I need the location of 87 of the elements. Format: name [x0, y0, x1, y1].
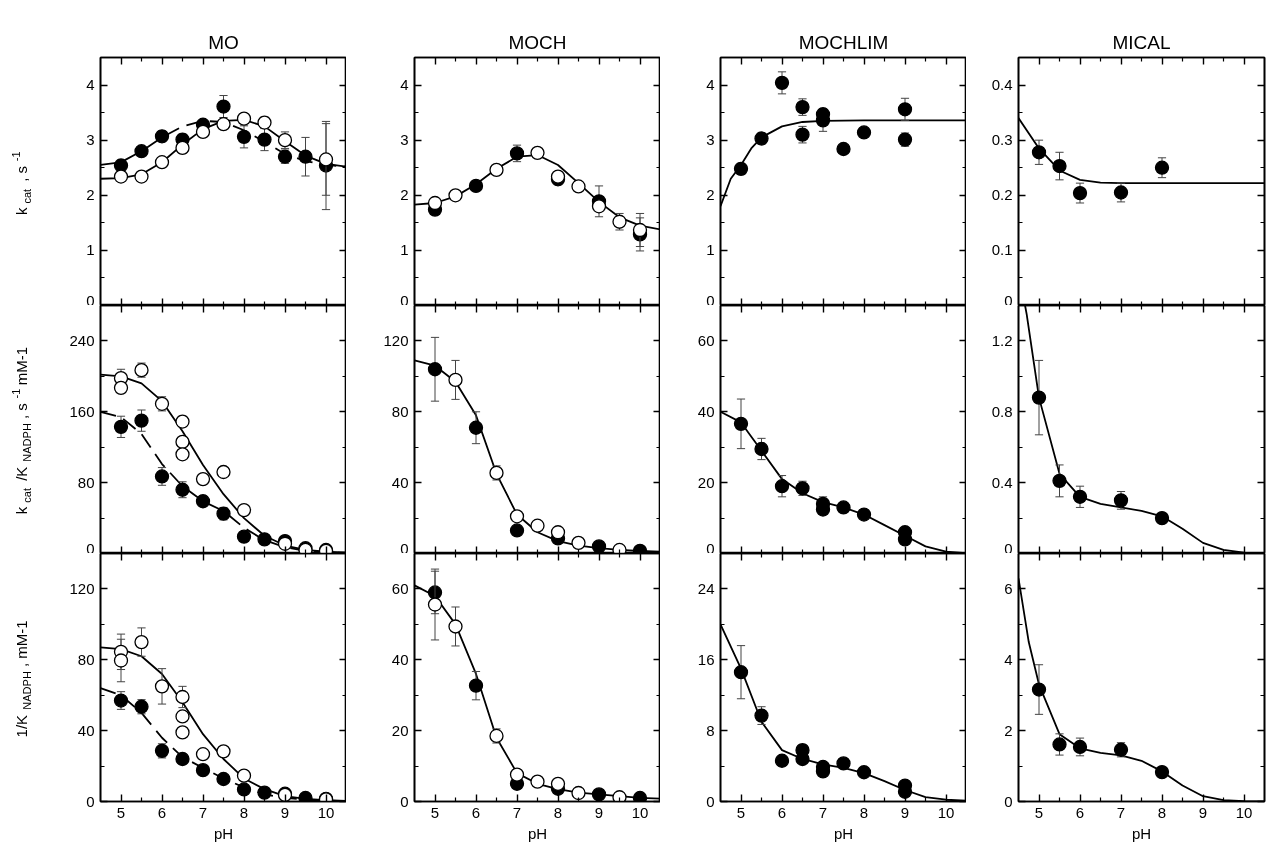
y-tick-label: 0.3	[991, 131, 1013, 149]
y-tick-label: 60	[697, 331, 715, 349]
y-tick-label: 0	[706, 539, 715, 557]
x-tick-label: 7	[198, 803, 208, 821]
y-tick-label: 2	[86, 186, 95, 204]
y-tick-label: 2	[706, 186, 715, 204]
y-tick-label: 4	[400, 76, 409, 94]
y-tick-label: 0	[1004, 792, 1013, 810]
x-tick-label: 6	[777, 803, 787, 821]
y-tick-label: 16	[697, 650, 715, 668]
x-tick-label: 6	[1075, 803, 1085, 821]
x-axis-title: pH	[1131, 824, 1152, 842]
x-tick-label: 7	[1116, 803, 1126, 821]
x-tick-label: 5	[736, 803, 746, 821]
y-tick-label: 20	[697, 473, 715, 491]
y-tick-label: 0.1	[991, 241, 1013, 259]
x-tick-label: 9	[1198, 803, 1208, 821]
x-tick-label: 8	[1157, 803, 1167, 821]
x-axis-title: pH	[833, 824, 854, 842]
x-tick-label: 9	[900, 803, 910, 821]
y-tick-label: 20	[391, 721, 409, 739]
y-tick-label: 3	[706, 131, 715, 149]
y-tick-label: 0	[1004, 539, 1013, 557]
x-tick-label: 6	[157, 803, 167, 821]
y-tick-label: 4	[86, 76, 95, 94]
y-tick-label: 8	[706, 721, 715, 739]
y-tick-label: 0	[400, 291, 409, 309]
x-tick-label: 10	[1235, 803, 1253, 821]
y-tick-label: 0	[400, 792, 409, 810]
x-tick-label: 5	[430, 803, 440, 821]
chart-title: MOCHLIM	[798, 31, 889, 53]
y-tick-label: 80	[77, 473, 95, 491]
y-tick-label: 0.8	[991, 402, 1013, 420]
x-tick-label: 5	[1034, 803, 1044, 821]
y-axis-title: kcat, s-1	[9, 151, 33, 216]
x-axis-title: pH	[213, 824, 234, 842]
y-tick-label: 0.4	[991, 473, 1013, 491]
y-tick-label: 1.2	[991, 331, 1013, 349]
x-tick-label: 5	[116, 803, 126, 821]
y-tick-label: 40	[697, 402, 715, 420]
x-tick-label: 9	[280, 803, 290, 821]
chart-title: MOCH	[508, 31, 567, 53]
y-tick-label: 0	[706, 291, 715, 309]
x-tick-label: 7	[512, 803, 522, 821]
y-tick-label: 2	[1004, 721, 1013, 739]
chart-title: MICAL	[1112, 31, 1171, 53]
y-tick-label: 0	[400, 539, 409, 557]
chart-title: MO	[208, 31, 239, 53]
y-tick-label: 1	[400, 241, 409, 259]
y-tick-label: 40	[391, 473, 409, 491]
y-axis-title: kcat/KNADPH, s-1mM-1	[9, 346, 33, 515]
y-tick-label: 3	[86, 131, 95, 149]
y-axis-title: 1/KNADPH, mM-1	[13, 620, 33, 738]
y-tick-label: 80	[391, 402, 409, 420]
y-tick-label: 6	[1004, 579, 1013, 597]
y-tick-label: 4	[1004, 650, 1013, 668]
y-tick-label: 120	[383, 331, 409, 349]
x-tick-label: 8	[553, 803, 563, 821]
y-tick-label: 2	[400, 186, 409, 204]
y-tick-label: 24	[697, 579, 715, 597]
x-tick-label: 6	[471, 803, 481, 821]
x-tick-label: 9	[594, 803, 604, 821]
y-tick-label: 3	[400, 131, 409, 149]
y-tick-label: 240	[69, 331, 95, 349]
y-tick-label: 0	[86, 291, 95, 309]
y-tick-label: 0.2	[991, 186, 1013, 204]
y-tick-label: 80	[77, 650, 95, 668]
y-tick-label: 120	[69, 579, 95, 597]
x-tick-label: 10	[631, 803, 649, 821]
y-tick-label: 0	[86, 539, 95, 557]
y-tick-label: 0	[86, 792, 95, 810]
y-tick-label: 40	[391, 650, 409, 668]
y-tick-label: 160	[69, 402, 95, 420]
y-tick-label: 0	[1004, 291, 1013, 309]
y-tick-label: 0	[706, 792, 715, 810]
x-tick-label: 10	[937, 803, 955, 821]
y-tick-label: 0.4	[991, 76, 1013, 94]
x-axis-title: pH	[527, 824, 548, 842]
y-tick-label: 40	[77, 721, 95, 739]
y-tick-label: 1	[86, 241, 95, 259]
x-tick-label: 7	[818, 803, 828, 821]
y-tick-label: 60	[391, 579, 409, 597]
x-tick-label: 8	[859, 803, 869, 821]
y-tick-label: 1	[706, 241, 715, 259]
x-tick-label: 10	[317, 803, 335, 821]
x-tick-label: 8	[239, 803, 249, 821]
y-tick-label: 4	[706, 76, 715, 94]
